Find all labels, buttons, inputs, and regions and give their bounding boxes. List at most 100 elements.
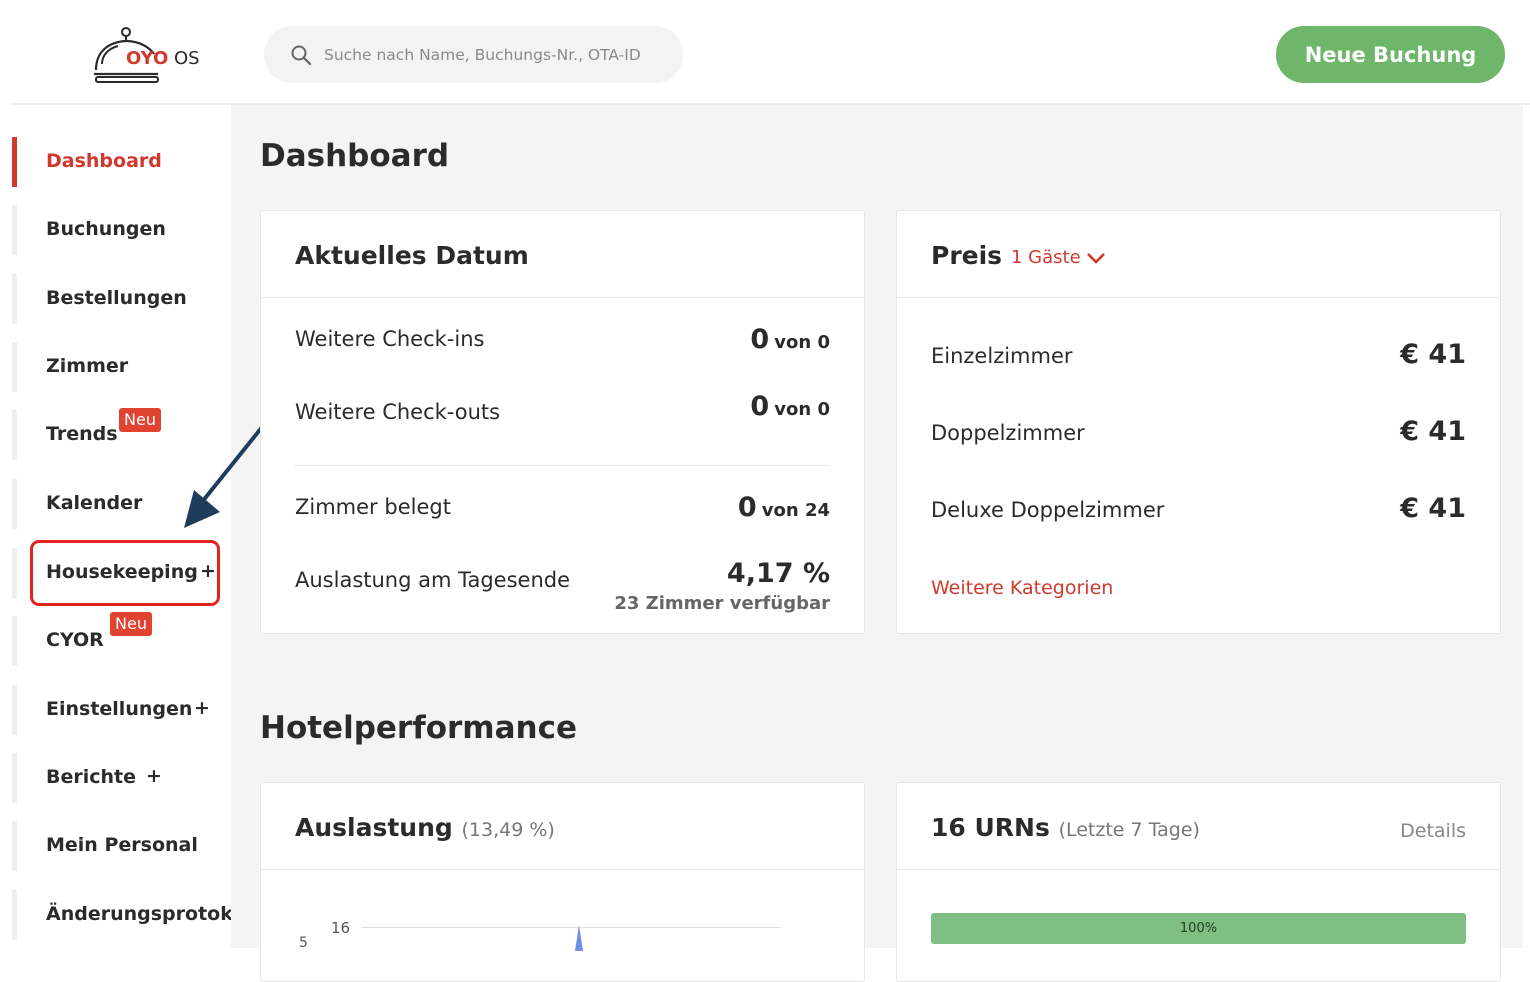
sidebar-item-aenderungsprotokoll[interactable]: Änderungsprotokoll — [12, 890, 231, 940]
rooms-total: von 24 — [761, 500, 830, 521]
rooms-occupied-label: Zimmer belegt — [295, 495, 451, 519]
sidebar-item-label: Dashboard — [46, 150, 162, 172]
double-room-price: € 41 — [1400, 416, 1466, 447]
current-date-card: Aktuelles Datum Weitere Check-ins 0 von … — [260, 210, 865, 634]
sidebar-item-kalender[interactable]: Kalender — [12, 479, 231, 529]
occupancy-card: Auslastung (13,49 %) 16 5 — [260, 782, 865, 982]
sidebar-item-bar — [12, 685, 17, 735]
details-link[interactable]: Details — [1400, 820, 1466, 842]
sidebar-item-bar — [12, 821, 17, 871]
card-header: 16 URNs (Letzte 7 Tage) Details — [897, 783, 1500, 870]
header-divider — [12, 103, 1530, 105]
sidebar-item-trends[interactable]: Trends Neu — [12, 408, 231, 460]
sidebar-item-label: Mein Personal — [46, 834, 198, 856]
sidebar-item-berichte[interactable]: Berichte + — [12, 753, 231, 803]
section-title: Hotelperformance — [260, 710, 577, 746]
sidebar-item-zimmer[interactable]: Zimmer — [12, 342, 231, 392]
card-header: Auslastung (13,49 %) — [261, 783, 864, 870]
brand-suffix: OS — [174, 48, 200, 69]
guests-dropdown[interactable]: 1 Gäste — [1011, 247, 1106, 268]
sidebar-item-label: Zimmer — [46, 355, 129, 377]
sidebar-item-cyor[interactable]: CYOR Neu — [12, 612, 231, 666]
checkins-label: Weitere Check-ins — [295, 327, 485, 351]
sidebar-item-bar — [12, 274, 17, 324]
deluxe-double-price: € 41 — [1400, 493, 1466, 524]
checkouts-value: 0 von 0 — [750, 391, 830, 422]
guests-dropdown-value: 1 Gäste — [1011, 247, 1081, 268]
expand-icon[interactable]: + — [194, 697, 210, 719]
sidebar-item-bar — [12, 890, 17, 940]
gridline — [361, 927, 781, 928]
expand-icon[interactable]: + — [146, 765, 162, 787]
new-badge: Neu — [119, 408, 161, 432]
sidebar-item-bar — [12, 616, 17, 666]
card-header: Preis 1 Gäste — [897, 211, 1500, 298]
sidebar-item-bar — [12, 548, 17, 598]
sidebar-item-label: Buchungen — [46, 218, 166, 240]
brand-name: OYO — [126, 48, 169, 69]
checkins-value: 0 von 0 — [750, 324, 830, 355]
sidebar-item-label: CYOR — [46, 629, 104, 651]
search-icon — [291, 45, 312, 66]
sidebar-item-label: Kalender — [46, 492, 143, 514]
single-room-price: € 41 — [1400, 339, 1466, 370]
annotation-highlight-box — [30, 540, 220, 606]
sidebar-item-einstellungen[interactable]: Einstellungen + — [12, 685, 231, 735]
sidebar-item-bar — [12, 342, 17, 392]
sidebar-item-label: Berichte — [46, 766, 137, 788]
card-header: Aktuelles Datum — [261, 211, 864, 298]
chart-series-line — [575, 925, 583, 951]
sidebar: Dashboard Buchungen Bestellungen Zimmer … — [0, 105, 231, 964]
end-of-day-occupancy-label: Auslastung am Tagesende — [295, 568, 571, 592]
oyo-os-logo[interactable]: OYO OS — [88, 24, 218, 88]
cloche-icon — [94, 27, 159, 83]
expand-icon[interactable]: + — [200, 560, 216, 582]
sidebar-item-bestellungen[interactable]: Bestellungen — [12, 274, 231, 324]
sidebar-item-bar — [12, 205, 17, 255]
new-badge: Neu — [110, 612, 152, 636]
card-title: Auslastung (13,49 %) — [295, 813, 555, 842]
end-of-day-occupancy-value: 4,17 % — [726, 558, 830, 589]
search-input[interactable] — [324, 40, 669, 70]
sidebar-item-label: Trends — [46, 423, 118, 445]
new-booking-button[interactable]: Neue Buchung — [1276, 26, 1505, 83]
card-divider — [295, 465, 830, 466]
urn-period: (Letzte 7 Tage) — [1058, 819, 1200, 841]
sidebar-item-label: Bestellungen — [46, 287, 187, 309]
active-indicator — [12, 137, 17, 187]
rooms-occupied-count: 0 — [737, 492, 757, 523]
rooms-available: 23 Zimmer verfügbar — [614, 593, 830, 614]
sidebar-item-bar — [12, 753, 17, 803]
sidebar-item-housekeeping[interactable]: Housekeeping + — [12, 548, 231, 598]
sidebar-item-label: Einstellungen — [46, 698, 193, 720]
right-edge — [1523, 105, 1530, 948]
page-title: Dashboard — [260, 138, 450, 174]
deluxe-double-label: Deluxe Doppelzimmer — [931, 498, 1165, 522]
sidebar-item-buchungen[interactable]: Buchungen — [12, 205, 231, 255]
price-card: Preis 1 Gäste Einzelzimmer € 41 Doppelzi… — [896, 210, 1501, 634]
card-title: 16 URNs (Letzte 7 Tage) — [931, 813, 1200, 842]
sidebar-item-bar — [12, 479, 17, 529]
y-tick-label: 16 — [331, 919, 351, 937]
sidebar-item-label: Änderungsprotokoll — [46, 903, 231, 925]
checkins-count: 0 — [750, 324, 770, 355]
occupancy-title: Auslastung — [295, 813, 453, 842]
sidebar-item-label: Housekeeping — [46, 561, 198, 583]
urn-count-title: 16 URNs — [931, 813, 1050, 842]
occupancy-percent: (13,49 %) — [461, 819, 555, 841]
search-bar[interactable] — [264, 26, 683, 83]
urn-card: 16 URNs (Letzte 7 Tage) Details 100% — [896, 782, 1501, 982]
more-categories-link[interactable]: Weitere Kategorien — [931, 577, 1114, 599]
card-title: Preis — [931, 241, 1003, 270]
chevron-down-icon — [1087, 253, 1106, 264]
checkouts-total: von 0 — [774, 399, 830, 420]
checkouts-label: Weitere Check-outs — [295, 400, 501, 424]
top-header: OYO OS Neue Buchung — [0, 0, 1530, 104]
checkins-total: von 0 — [774, 332, 830, 353]
progress-label: 100% — [1179, 921, 1218, 936]
checkouts-count: 0 — [750, 391, 770, 422]
occupancy-chart: 16 5 — [261, 871, 864, 951]
single-room-label: Einzelzimmer — [931, 344, 1073, 368]
sidebar-item-mein-personal[interactable]: Mein Personal — [12, 821, 231, 871]
sidebar-item-dashboard[interactable]: Dashboard — [12, 137, 231, 187]
